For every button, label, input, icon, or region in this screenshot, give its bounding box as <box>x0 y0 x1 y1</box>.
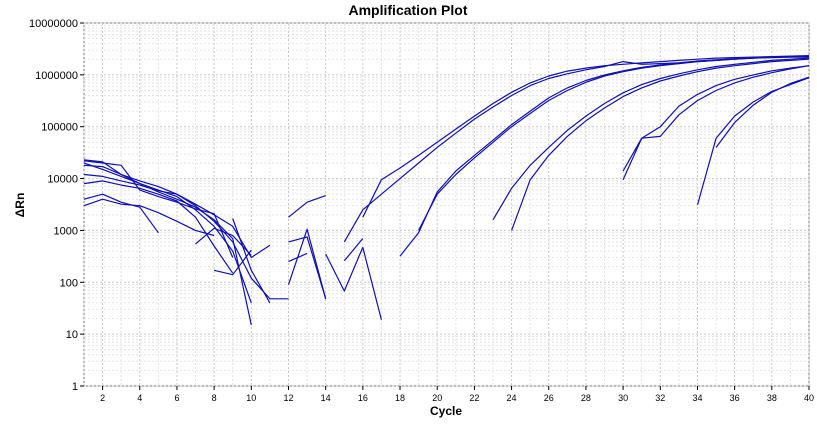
x-axis-title: Cycle <box>430 404 462 418</box>
x-tick-label: 34 <box>692 393 702 403</box>
amplification-curve-8 <box>622 65 810 172</box>
x-tick-label: 16 <box>358 393 368 403</box>
amplification-curve-6 <box>83 180 234 274</box>
x-tick-label: 26 <box>544 393 554 403</box>
y-tick-label: 1000000 <box>35 70 78 82</box>
amplification-curve-8 <box>83 198 215 237</box>
x-tick-label: 20 <box>432 393 442 403</box>
amplification-curve-6 <box>511 58 810 231</box>
amplification-curve-10 <box>715 76 810 148</box>
x-tick-label: 18 <box>395 393 405 403</box>
amplification-curve-7 <box>83 193 159 234</box>
x-tick-label: 40 <box>804 393 814 403</box>
amplification-curve-9 <box>287 228 327 299</box>
x-tick-label: 30 <box>618 393 628 403</box>
series-lines <box>83 55 810 326</box>
grid <box>83 22 810 387</box>
x-tick-label: 8 <box>212 393 217 403</box>
x-tick-label: 32 <box>655 393 665 403</box>
y-tick-label: 10000000 <box>29 18 78 30</box>
plot-area <box>83 22 810 387</box>
x-tick-label: 38 <box>767 393 777 403</box>
x-tick-label: 22 <box>469 393 479 403</box>
amplification-curve-8 <box>288 236 327 299</box>
x-tick-label: 10 <box>246 393 256 403</box>
amplification-curve-9 <box>325 246 382 320</box>
y-tick-label: 10000 <box>47 174 78 186</box>
amplification-curve-1 <box>362 55 810 218</box>
amplification-curve-5 <box>492 57 810 221</box>
amplification-curve-9 <box>696 77 810 206</box>
amplification-curve-9 <box>343 238 364 262</box>
amplification-curve-3 <box>83 164 252 326</box>
y-tick-label: 10 <box>66 329 78 341</box>
amplification-curve-1 <box>83 159 289 300</box>
y-tick-label: 1000 <box>54 225 78 237</box>
amplification-curve-4 <box>399 55 810 257</box>
chart-title: Amplification Plot <box>349 2 468 18</box>
x-tick-label: 28 <box>581 393 591 403</box>
amplification-curve-7 <box>288 195 326 218</box>
amplification-curve-4 <box>83 160 234 258</box>
x-tick-label: 12 <box>283 393 293 403</box>
amplification-curve-9 <box>232 218 271 304</box>
y-axis-title: ΔRn <box>13 193 27 218</box>
x-tick-label: 6 <box>174 393 179 403</box>
amplification-curve-9 <box>288 252 308 263</box>
y-tick-label: 1 <box>72 381 78 393</box>
amplification-curve-9 <box>213 249 252 276</box>
x-tick-label: 36 <box>730 393 740 403</box>
x-tick-label: 4 <box>137 393 142 403</box>
y-tick-label: 100 <box>60 277 78 289</box>
x-tick-label: 24 <box>507 393 517 403</box>
x-tick-label: 14 <box>321 393 331 403</box>
x-tick-label: 2 <box>100 393 105 403</box>
amplification-curve-7 <box>622 65 810 180</box>
y-tick-label: 100000 <box>41 122 78 134</box>
amplification-curve-2 <box>83 162 252 304</box>
